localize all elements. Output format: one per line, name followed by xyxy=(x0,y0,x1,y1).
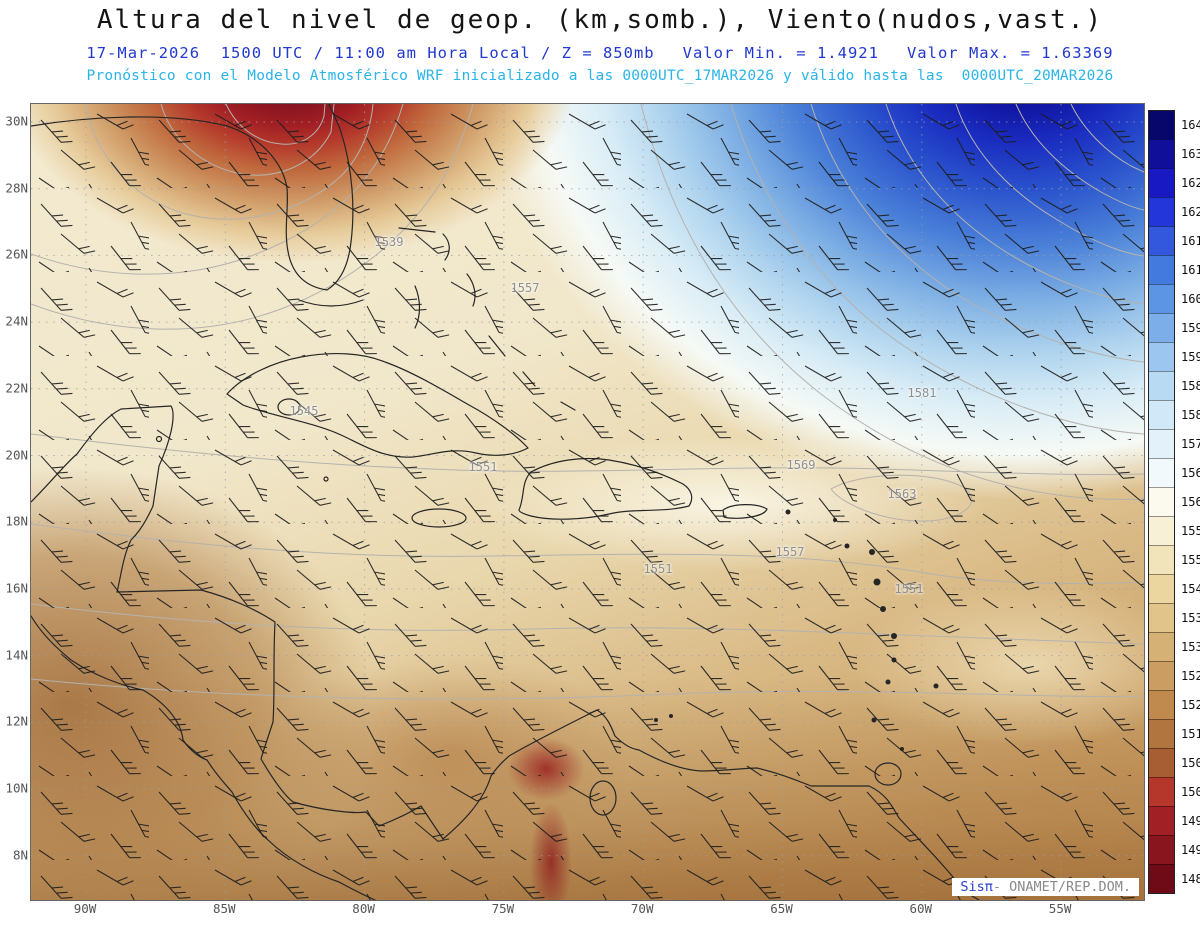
lon-tick-label: 85W xyxy=(213,901,236,916)
colorbar-level-label: 1593 xyxy=(1181,349,1200,364)
colorbar-cell xyxy=(1149,487,1174,516)
lat-tick-label: 30N xyxy=(5,113,28,129)
credit-org-text: - ONAMET/REP.DOM. xyxy=(992,879,1131,895)
colorbar-cell xyxy=(1149,168,1174,197)
colorbar-level-label: 1533 xyxy=(1181,640,1200,655)
colorbar-level-label: 1557 xyxy=(1181,523,1200,538)
lon-tick-label: 55W xyxy=(1048,901,1072,916)
map-overlay-svg xyxy=(31,104,1144,900)
colorbar-level-label: 1581 xyxy=(1181,407,1200,422)
colorbar-cell xyxy=(1149,139,1174,168)
lat-tick-label: 20N xyxy=(5,447,28,462)
value-max-label: Valor Max. = 1.63369 xyxy=(906,44,1114,62)
colorbar-cell xyxy=(1149,690,1174,719)
lat-tick-label: 24N xyxy=(5,313,28,329)
lat-tick-label: 8N xyxy=(12,847,28,863)
colorbar-cell xyxy=(1149,777,1174,806)
colorbar-level-label: 1629 xyxy=(1181,175,1200,190)
lat-tick-label: 26N xyxy=(5,246,28,262)
colorbar-level-label: 1503 xyxy=(1181,785,1200,800)
valid-time-line: 17-Mar-2026 1500 UTC / 11:00 am Hora Loc… xyxy=(0,44,1200,62)
value-min-label: Valor Min. = 1.4921 xyxy=(682,44,879,62)
colorbar-level-label: 1551 xyxy=(1181,552,1200,567)
colorbar-cell xyxy=(1149,111,1174,139)
colorbar-cell xyxy=(1149,371,1174,400)
colorbar-cell xyxy=(1149,313,1174,342)
credit-badge: Sisπ- ONAMET/REP.DOM. xyxy=(952,878,1139,896)
lon-tick-label: 75W xyxy=(491,901,515,916)
colorbar-level-label: 1515 xyxy=(1181,727,1200,742)
colorbar-level-label: 1539 xyxy=(1181,611,1200,626)
lat-tick-label: 18N xyxy=(5,513,28,529)
sispi-logo: Sisπ xyxy=(960,879,993,895)
colorbar-cell xyxy=(1149,835,1174,864)
colorbar-level-label: 1605 xyxy=(1181,291,1200,306)
colorbar-level-label: 1509 xyxy=(1181,756,1200,771)
wind-barbs-layer xyxy=(31,104,1144,900)
colorbar-cell xyxy=(1149,284,1174,313)
lat-axis: 30N 28N 26N 24N 22N 20N 18N 16N 14N 12N 10N 8N xyxy=(2,103,28,899)
colorbar-level-label: 1563 xyxy=(1181,494,1200,509)
colorbar-level-label: 1527 xyxy=(1181,669,1200,684)
colorbar-cell xyxy=(1149,516,1174,545)
lat-tick-label: 10N xyxy=(5,780,28,796)
colorbar-cell xyxy=(1149,574,1174,603)
lat-tick-label: 28N xyxy=(5,180,28,196)
map-area: 1539 1557 1545 1551 1581 1569 1563 1557 1551 1551… xyxy=(30,103,1145,901)
colorbar-cell xyxy=(1149,806,1174,835)
colorbar-cell xyxy=(1149,429,1174,458)
colorbar-cell xyxy=(1149,864,1174,893)
colorbar-cell xyxy=(1149,197,1174,226)
model-info-line: Pronóstico con el Modelo Atmosférico WRF… xyxy=(86,68,1114,84)
colorbar-level-label: 1599 xyxy=(1181,320,1200,335)
colorbar-cell xyxy=(1149,342,1174,371)
lat-tick-label: 22N xyxy=(5,380,28,396)
colorbar-cell xyxy=(1149,400,1174,429)
lon-tick-label: 60W xyxy=(909,901,933,916)
colorbar-cell xyxy=(1149,226,1174,255)
colorbar-level-label: 1623 xyxy=(1181,204,1200,219)
colorbar-level-label: 1485 xyxy=(1181,872,1200,887)
colorbar-level-label: 1569 xyxy=(1181,465,1200,480)
colorbar-level-label: 1497 xyxy=(1181,814,1200,829)
lon-tick-label: 90W xyxy=(73,901,97,916)
colorbar-cell xyxy=(1149,661,1174,690)
colorbar-level-label: 1617 xyxy=(1181,233,1200,248)
lat-tick-label: 16N xyxy=(5,580,28,596)
lon-axis: 90W 85W 80W 75W 70W 65W 60W 55W xyxy=(30,901,1143,921)
colorbar-cell xyxy=(1149,545,1174,574)
lat-tick-label: 12N xyxy=(5,713,28,729)
lat-tick-label: 14N xyxy=(5,647,28,663)
colorbar-level-label: 1545 xyxy=(1181,582,1200,597)
colorbar-level-label: 1575 xyxy=(1181,436,1200,451)
colorbar-cells xyxy=(1148,110,1175,894)
colorbar-cell xyxy=(1149,748,1174,777)
chart-title: Altura del nivel de geop. (km,somb.), Vi… xyxy=(96,5,1104,35)
colorbar-cell xyxy=(1149,632,1174,661)
colorbar-cell xyxy=(1149,255,1174,284)
valid-datetime: 17-Mar-2026 1500 UTC / 11:00 am Hora Loc… xyxy=(86,44,655,62)
colorbar-cell xyxy=(1149,458,1174,487)
lon-tick-label: 65W xyxy=(770,901,793,916)
colorbar-cell xyxy=(1149,603,1174,632)
colorbar-level-label: 1587 xyxy=(1181,378,1200,393)
lon-tick-label: 80W xyxy=(352,901,375,916)
colorbar-level-label: 1635 xyxy=(1181,146,1200,161)
lon-tick-label: 70W xyxy=(630,901,654,916)
colorbar-cell xyxy=(1149,719,1174,748)
